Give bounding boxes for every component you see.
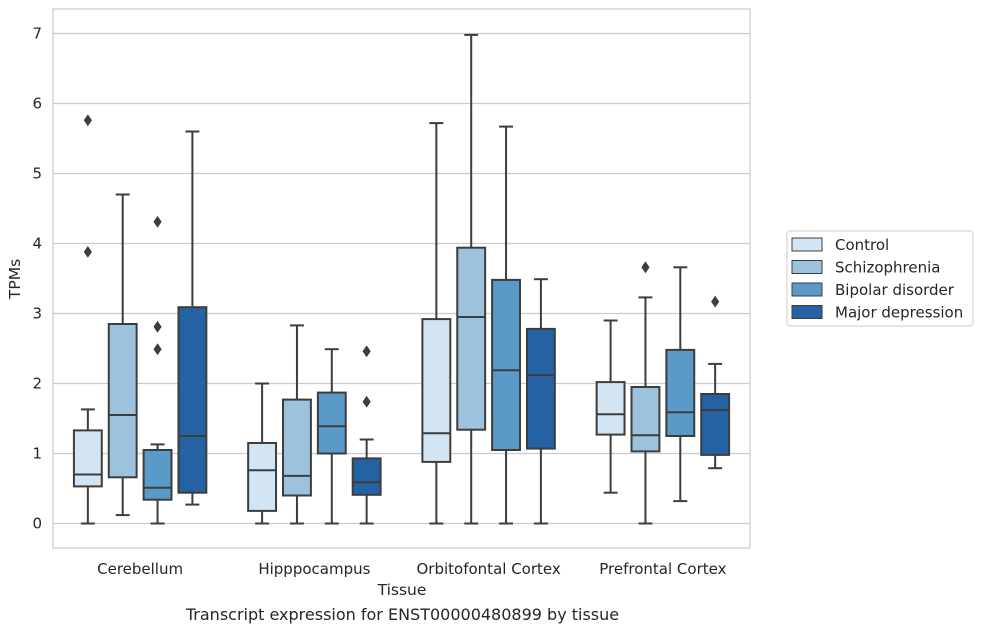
y-tick-labels: 0 1 2 3 4 5 6 7 [32, 25, 42, 533]
box-group [351, 345, 382, 525]
y-tick-label: 6 [32, 95, 42, 113]
iqr-box [630, 386, 661, 453]
y-axis-label: TPMs [6, 259, 24, 300]
y-tick-label: 4 [32, 235, 42, 253]
y-tick-label: 1 [32, 445, 42, 463]
iqr-box [700, 393, 731, 456]
iqr-box [525, 327, 556, 450]
box-group [142, 215, 173, 525]
x-tick-label: Prefrontal Cortex [599, 560, 726, 578]
box-group [316, 348, 347, 525]
iqr-box [595, 381, 626, 436]
iqr-box [177, 306, 208, 494]
box-group [456, 33, 487, 525]
outlier-point [153, 343, 162, 356]
iqr-box [282, 398, 312, 497]
box-group [665, 266, 696, 503]
outlier-point [641, 261, 650, 274]
y-tick-label: 0 [32, 515, 42, 533]
x-axis-label: Tissue [377, 581, 427, 599]
box-group [72, 114, 103, 525]
iqr-box [72, 429, 103, 488]
legend: Control Schizophrenia Bipolar disorder Majo… [786, 230, 974, 327]
iqr-box [421, 318, 452, 463]
outlier-point [362, 395, 371, 408]
legend-swatch [791, 305, 823, 319]
legend-label: Schizophrenia [835, 259, 940, 277]
y-tick-label: 5 [32, 165, 42, 183]
box-group [421, 122, 452, 525]
box-group [107, 193, 138, 517]
iqr-box [107, 323, 138, 479]
x-tick-label: Cerebellum [97, 560, 183, 578]
iqr-box [665, 348, 696, 437]
box-group [282, 324, 312, 525]
x-tick-labels: Cerebellum Hipppocampus Orbitofontal Corte… [97, 560, 726, 578]
box-group [247, 382, 278, 525]
iqr-box [491, 278, 521, 451]
legend-label: Major depression [835, 304, 963, 322]
legend-swatch [791, 282, 823, 297]
box-group [177, 130, 208, 506]
box-group [700, 295, 731, 470]
legend-swatch [791, 237, 823, 252]
legend-swatch [791, 260, 823, 274]
x-tick-label: Hipppocampus [258, 560, 370, 578]
box-group [595, 319, 626, 494]
outlier-point [711, 295, 720, 308]
legend-frame [786, 230, 974, 327]
outlier-point [153, 320, 162, 333]
x-tick-label: Orbitofontal Cortex [417, 560, 561, 578]
iqr-box [316, 391, 347, 455]
box-group [525, 278, 556, 525]
iqr-box [142, 449, 173, 501]
outlier-point [83, 245, 92, 258]
outlier-point [83, 114, 92, 127]
boxes [72, 33, 731, 525]
y-tick-label: 3 [32, 305, 42, 323]
iqr-box [247, 442, 278, 512]
iqr-box [351, 457, 382, 496]
y-tick-label: 7 [32, 25, 42, 43]
outlier-point [153, 215, 162, 228]
y-tick-label: 2 [32, 375, 42, 393]
outlier-point [362, 345, 371, 358]
box-group [491, 125, 521, 525]
plot-area-frame [52, 8, 751, 549]
figure-caption: Transcript expression for ENST0000048089… [185, 605, 620, 624]
iqr-box [456, 246, 487, 431]
legend-label: Bipolar disorder [835, 281, 955, 299]
box-group [630, 261, 661, 525]
legend-label: Control [835, 236, 889, 254]
